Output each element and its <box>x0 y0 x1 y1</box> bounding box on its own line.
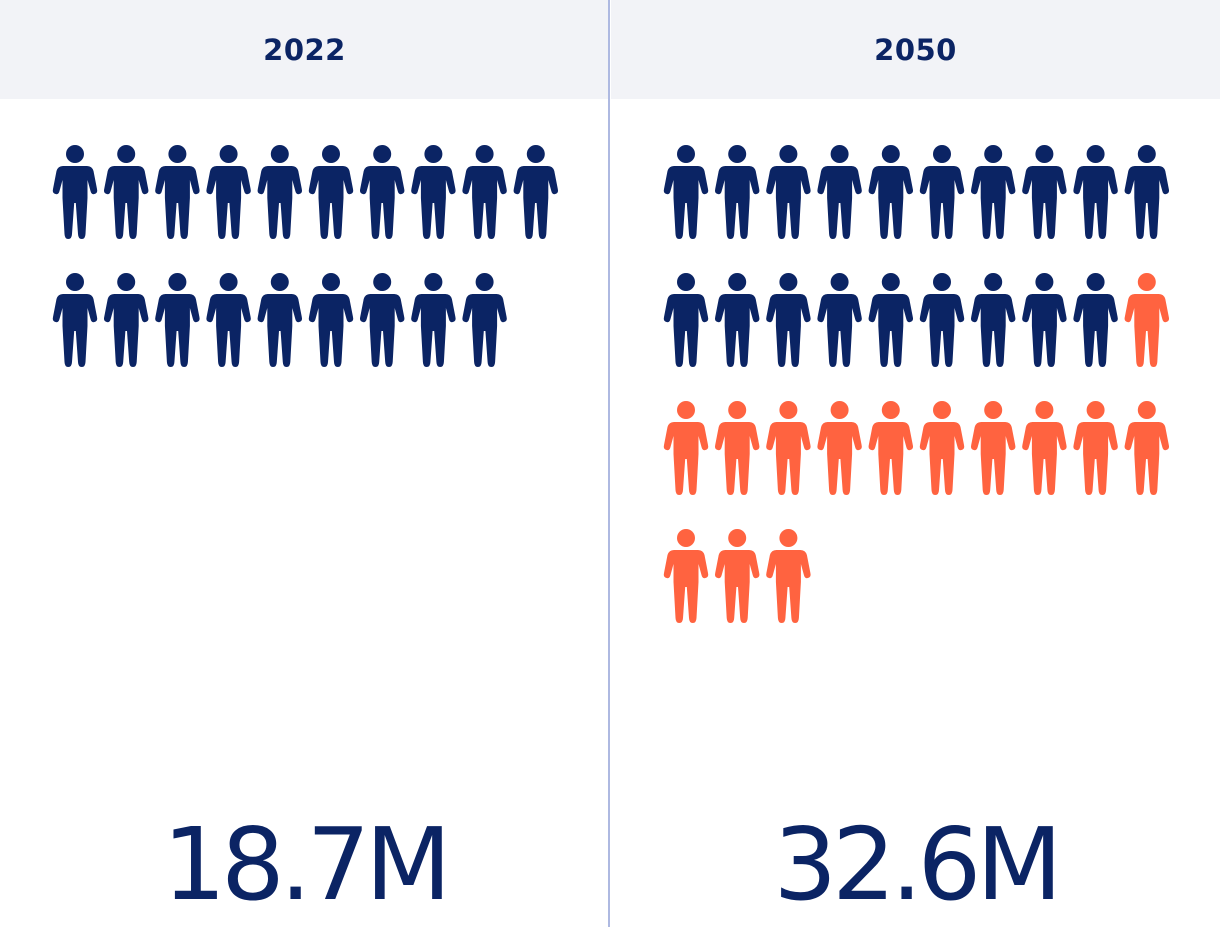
icon-grid <box>52 145 559 367</box>
person-icon <box>462 273 507 367</box>
person-icon <box>206 273 251 367</box>
total-label: 18.7M <box>162 806 452 923</box>
person-icon <box>257 273 303 367</box>
person-icon <box>663 401 709 495</box>
person-icon <box>359 273 405 367</box>
person-icon <box>308 273 354 367</box>
person-icon <box>714 529 760 623</box>
person-icon <box>52 273 98 367</box>
person-icon <box>663 529 709 623</box>
person-icon <box>359 145 405 239</box>
person-icon <box>919 273 965 367</box>
person-icon <box>970 273 1016 367</box>
person-icon <box>817 145 862 239</box>
year-label: 2050 <box>874 32 957 67</box>
panel-2022: 2022 18.7M <box>0 0 609 927</box>
person-icon <box>1022 145 1067 239</box>
person-icon <box>766 145 811 239</box>
person-icon <box>1073 273 1118 367</box>
person-icon <box>766 273 811 367</box>
person-icon <box>1022 401 1067 495</box>
person-icon <box>970 401 1016 495</box>
person-icon <box>1073 145 1118 239</box>
person-icon <box>868 273 914 367</box>
person-icon <box>411 273 456 367</box>
person-icon <box>103 145 149 239</box>
year-label: 2022 <box>263 32 346 67</box>
person-icon <box>257 145 303 239</box>
person-icon <box>1124 273 1170 367</box>
person-icon <box>766 529 811 623</box>
person-icon <box>714 401 760 495</box>
panel-divider <box>608 0 610 927</box>
person-icon <box>919 401 965 495</box>
total-label: 32.6M <box>773 806 1063 923</box>
person-icon <box>513 145 559 239</box>
person-icon <box>411 145 456 239</box>
person-icon <box>663 273 709 367</box>
person-icon <box>52 145 98 239</box>
person-icon <box>970 145 1016 239</box>
panel-2050: 2050 32.6M <box>611 0 1220 927</box>
person-icon <box>714 145 760 239</box>
person-icon <box>1124 401 1170 495</box>
panel-header: 2022 <box>0 0 609 99</box>
person-icon <box>919 145 965 239</box>
person-icon <box>1124 145 1170 239</box>
person-icon <box>663 145 709 239</box>
icon-grid <box>663 145 1170 623</box>
panel-header: 2050 <box>611 0 1220 99</box>
person-icon <box>1022 273 1067 367</box>
person-icon <box>868 145 914 239</box>
person-icon <box>308 145 354 239</box>
person-icon <box>868 401 914 495</box>
person-icon <box>155 273 200 367</box>
person-icon <box>462 145 507 239</box>
person-icon <box>817 401 862 495</box>
person-icon <box>817 273 862 367</box>
person-icon <box>766 401 811 495</box>
person-icon <box>103 273 149 367</box>
person-icon <box>155 145 200 239</box>
person-icon <box>714 273 760 367</box>
person-icon <box>206 145 251 239</box>
person-icon <box>1073 401 1118 495</box>
